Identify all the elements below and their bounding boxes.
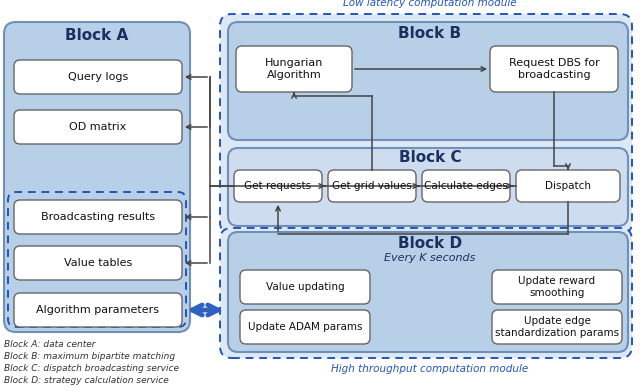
Text: Low latency computation module: Low latency computation module xyxy=(343,0,517,8)
Text: Get grid values: Get grid values xyxy=(332,181,412,191)
FancyBboxPatch shape xyxy=(516,170,620,202)
FancyBboxPatch shape xyxy=(236,46,352,92)
Text: Block A: Block A xyxy=(65,27,129,43)
Text: Value updating: Value updating xyxy=(266,282,344,292)
Text: OD matrix: OD matrix xyxy=(69,122,127,132)
FancyBboxPatch shape xyxy=(240,270,370,304)
FancyBboxPatch shape xyxy=(492,310,622,344)
Text: Dispatch: Dispatch xyxy=(545,181,591,191)
FancyBboxPatch shape xyxy=(4,22,190,332)
FancyBboxPatch shape xyxy=(14,110,182,144)
FancyBboxPatch shape xyxy=(328,170,416,202)
Text: Block C: Block C xyxy=(399,149,461,165)
FancyBboxPatch shape xyxy=(228,148,628,226)
FancyBboxPatch shape xyxy=(8,192,186,327)
Text: Every K seconds: Every K seconds xyxy=(384,253,476,263)
FancyBboxPatch shape xyxy=(240,310,370,344)
FancyBboxPatch shape xyxy=(492,270,622,304)
FancyBboxPatch shape xyxy=(14,200,182,234)
Text: Hungarian
Algorithm: Hungarian Algorithm xyxy=(265,58,323,80)
FancyBboxPatch shape xyxy=(228,232,628,352)
Text: Block C: dispatch broadcasting service: Block C: dispatch broadcasting service xyxy=(4,364,179,373)
FancyBboxPatch shape xyxy=(234,170,322,202)
Text: High throughput computation module: High throughput computation module xyxy=(332,364,529,374)
Text: Calculate edges: Calculate edges xyxy=(424,181,508,191)
Text: Block A: data center: Block A: data center xyxy=(4,340,95,349)
Text: Request DBS for
broadcasting: Request DBS for broadcasting xyxy=(509,58,600,80)
FancyBboxPatch shape xyxy=(14,246,182,280)
FancyBboxPatch shape xyxy=(228,22,628,140)
Text: Block D: Block D xyxy=(398,237,462,251)
Text: Query logs: Query logs xyxy=(68,72,128,82)
FancyBboxPatch shape xyxy=(220,228,632,358)
Text: Broadcasting results: Broadcasting results xyxy=(41,212,155,222)
Text: Update ADAM params: Update ADAM params xyxy=(248,322,362,332)
FancyBboxPatch shape xyxy=(422,170,510,202)
Text: Get requests: Get requests xyxy=(244,181,312,191)
Text: Algorithm parameters: Algorithm parameters xyxy=(36,305,159,315)
FancyBboxPatch shape xyxy=(14,293,182,327)
Text: Block B: Block B xyxy=(399,25,461,41)
Text: Value tables: Value tables xyxy=(64,258,132,268)
Text: Block B: maximum bipartite matching: Block B: maximum bipartite matching xyxy=(4,352,175,361)
FancyBboxPatch shape xyxy=(220,14,632,234)
Text: Update edge
standardization params: Update edge standardization params xyxy=(495,316,619,338)
Text: Update reward
smoothing: Update reward smoothing xyxy=(518,276,596,298)
FancyBboxPatch shape xyxy=(490,46,618,92)
Text: Block D: strategy calculation service: Block D: strategy calculation service xyxy=(4,376,169,385)
FancyBboxPatch shape xyxy=(14,60,182,94)
